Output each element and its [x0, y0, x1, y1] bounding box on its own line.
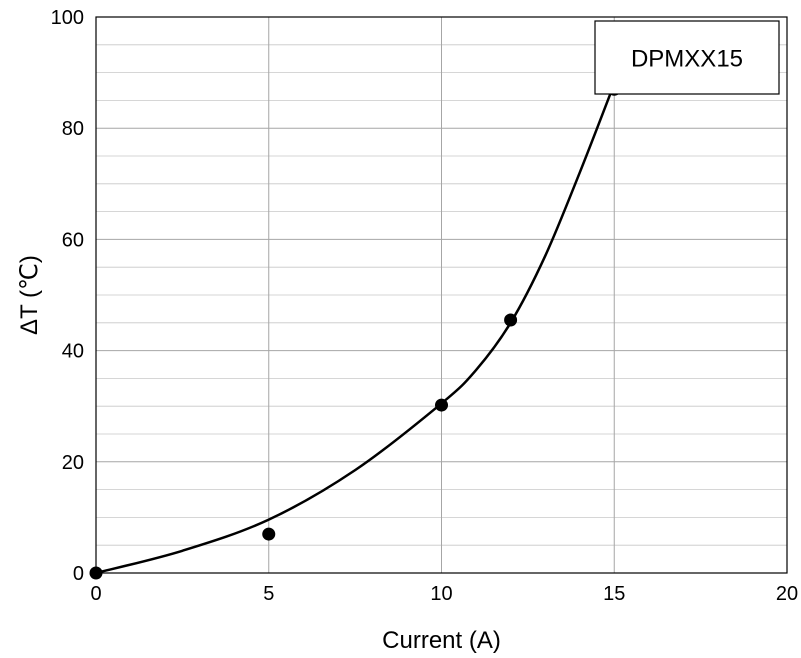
x-axis-ticks: 0 5 10 15 20	[90, 583, 798, 605]
y-tick-label: 60	[62, 229, 84, 251]
data-point	[435, 398, 448, 412]
legend-label: DPMXX15	[631, 46, 743, 73]
data-point	[89, 566, 103, 580]
data-point	[262, 527, 276, 541]
legend: DPMXX15	[594, 20, 780, 95]
x-axis-label: Current (A)	[382, 627, 501, 654]
x-tick-label: 5	[263, 583, 274, 605]
data-point	[504, 313, 518, 327]
x-tick-label: 0	[90, 583, 101, 605]
legend-box	[594, 20, 780, 95]
series-line	[95, 83, 616, 575]
y-tick-label: 40	[62, 341, 84, 363]
plot-area-frame	[95, 16, 788, 574]
y-tick-label: 0	[73, 563, 84, 585]
x-tick-label: 10	[430, 583, 452, 605]
y-tick-label: 100	[51, 7, 84, 29]
x-tick-label: 15	[603, 583, 625, 605]
y-axis-label: ΔT (℃)	[16, 255, 43, 335]
data-points	[89, 82, 621, 580]
y-tick-label: 80	[62, 118, 84, 140]
y-tick-label: 20	[62, 452, 84, 474]
x-tick-label: 20	[776, 583, 798, 605]
y-axis-ticks: 0 20 40 60 80 100	[51, 7, 84, 585]
